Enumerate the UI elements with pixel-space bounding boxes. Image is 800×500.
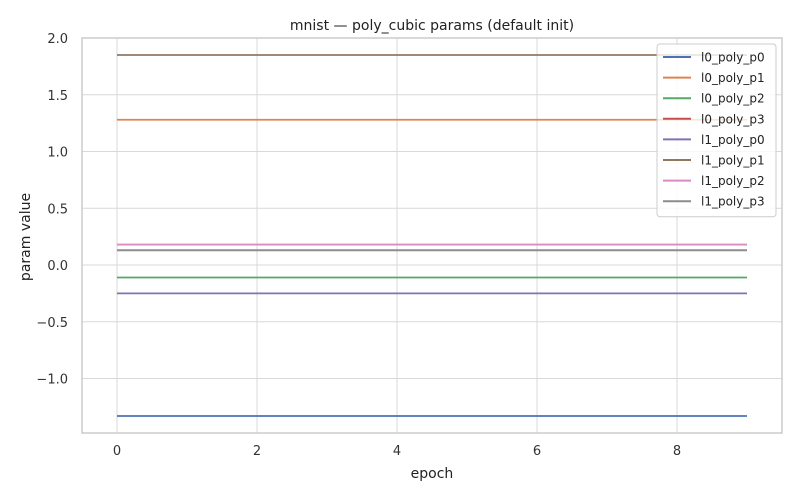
legend-label-l1-poly-p0: l1_poly_p0 (701, 133, 765, 147)
y-tick-label: 1.0 (47, 146, 68, 161)
x-tick-label: 0 (113, 444, 121, 459)
legend: l0_poly_p0 l0_poly_p1 l0_poly_p2 l0_poly_p3… (656, 43, 777, 218)
legend-label-l1-poly-p3: l1_poly_p3 (701, 195, 765, 209)
x-ticks: 0 2 4 6 8 (113, 444, 681, 459)
y-tick-label: 0.5 (47, 202, 68, 217)
series-layer (117, 54, 747, 417)
y-tick-label: 0.0 (47, 259, 68, 274)
y-tick-label: −0.5 (36, 316, 68, 331)
y-tick-label: 2.0 (47, 32, 68, 47)
chart-title: mnist — poly_cubic params (default init) (290, 18, 574, 34)
x-axis-title: epoch (411, 466, 454, 482)
y-axis-title: param value (18, 193, 34, 281)
legend-label-l1-poly-p2: l1_poly_p2 (701, 174, 765, 188)
x-tick-label: 8 (673, 444, 681, 459)
x-tick-label: 6 (533, 444, 541, 459)
legend-label-l1-poly-p1: l1_poly_p1 (701, 154, 765, 168)
legend-label-l0-poly-p2: l0_poly_p2 (701, 92, 765, 106)
plot-frame (81, 37, 783, 434)
legend-label-l0-poly-p1: l0_poly_p1 (701, 71, 765, 85)
legend-label-l0-poly-p3: l0_poly_p3 (701, 112, 765, 126)
y-tick-label: −1.0 (36, 373, 68, 388)
legend-label-l0-poly-p0: l0_poly_p0 (701, 51, 765, 65)
legend-box (656, 43, 777, 218)
y-ticks: −1.0 −0.5 0.0 0.5 1.0 1.5 2.0 (36, 32, 68, 388)
y-tick-label: 1.5 (47, 89, 68, 104)
x-tick-label: 2 (253, 444, 261, 459)
x-tick-label: 4 (393, 444, 401, 459)
